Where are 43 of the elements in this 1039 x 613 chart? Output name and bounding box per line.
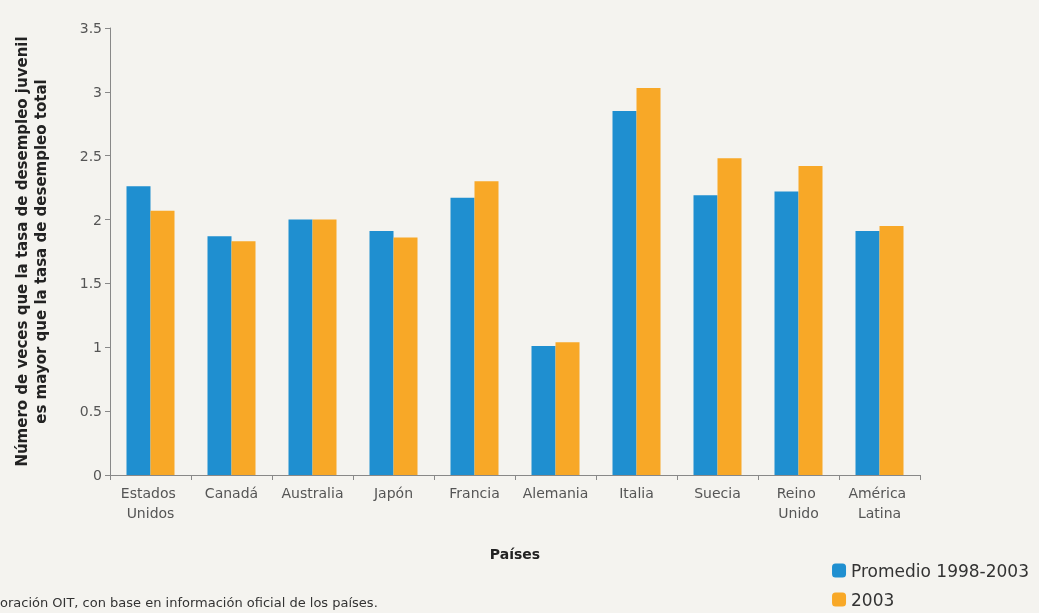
x-tick-label: Alemania [522,485,589,501]
x-tick-label: Estados Unidos [120,485,181,521]
x-tick-label: Japón [372,485,414,501]
x-tick-label: Francia [449,485,500,501]
bar [474,181,499,475]
bar [450,197,475,475]
y-tick-label: 0.5 [79,403,102,420]
x-tick-label: Italia [619,485,654,501]
x-tick-label: Reino Unido [776,485,821,521]
y-tick-label: 3.5 [79,20,102,36]
bar [798,165,823,475]
y-tick-label: 0 [93,467,102,483]
bar [369,231,394,475]
x-tick-label: América Latina [848,485,911,521]
bar [393,237,418,475]
y-tick-label: 2 [93,211,102,228]
bar [879,225,904,475]
x-tick-label: Suecia [694,485,741,501]
bar [531,346,556,475]
bar [231,241,256,475]
bar [150,210,175,475]
legend-label: 2003 [851,589,895,610]
bar [636,88,661,475]
bar [855,231,880,475]
x-tick-label: Australia [281,485,344,501]
y-tick-label: 2.5 [79,147,102,164]
bar [207,236,232,475]
bar [717,158,742,475]
x-axis-title: Países [489,546,541,562]
bar [555,342,580,475]
text: oración OIT, con base en información oficial de los países. [0,595,378,610]
y-tick-label: 1 [93,339,102,356]
bar [693,195,718,475]
y-tick-label: 1.5 [79,275,102,292]
bar [612,111,637,475]
bar [312,219,337,475]
y-axis-title: Número de veces que la tasa de desempleo juvenil es mayor que la tasa de desempleo total [12,36,50,467]
legend-label: Promedio 1998-2003 [851,560,1029,581]
x-tick-label: Canadá [204,485,259,501]
y-tick-label: 3 [93,83,102,100]
bar [774,191,799,475]
bar [288,219,313,475]
bar [126,186,151,475]
